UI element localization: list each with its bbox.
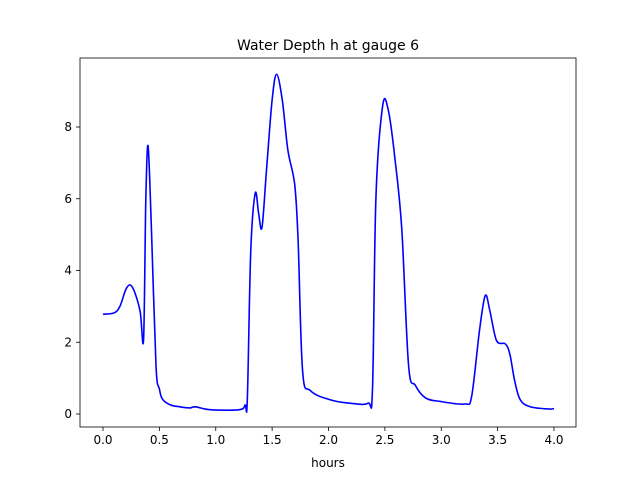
- chart-title: Water Depth h at gauge 6: [237, 38, 419, 54]
- y-tick-label: 4: [64, 264, 72, 278]
- x-tick-label: 1.0: [206, 433, 225, 447]
- x-tick-label: 3.5: [488, 433, 507, 447]
- y-tick-label: 6: [64, 192, 72, 206]
- x-axis-label: hours: [311, 456, 345, 470]
- y-tick-label: 8: [64, 120, 72, 134]
- y-tick-label: 0: [64, 407, 72, 421]
- y-tick-label: 2: [64, 335, 72, 349]
- x-tick-label: 0.5: [150, 433, 169, 447]
- x-tick-label: 0.0: [93, 433, 112, 447]
- x-tick-label: 2.5: [375, 433, 394, 447]
- axes-frame: [79, 57, 577, 428]
- x-tick-label: 3.0: [432, 433, 451, 447]
- series-line-h: [102, 73, 555, 413]
- x-tick-label: 4.0: [544, 433, 563, 447]
- x-tick-label: 1.5: [263, 433, 282, 447]
- x-tick-label: 2.0: [319, 433, 338, 447]
